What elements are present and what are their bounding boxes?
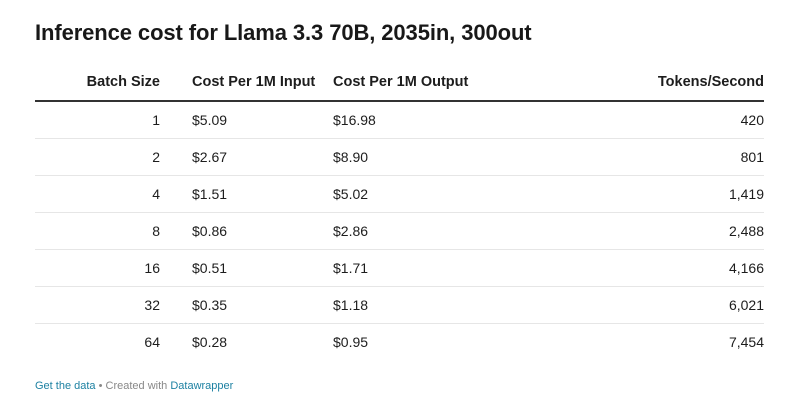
cell-cost-output: $5.02 [333,175,533,213]
cell-cost-output: $8.90 [333,138,533,176]
cell-cost-input: $0.86 [160,212,333,250]
datawrapper-link[interactable]: Datawrapper [170,380,234,392]
column-header-tokens-per-second[interactable]: Tokens/Second [533,64,764,102]
cell-tokens-per-second: 801 [533,138,764,176]
cell-batch-size: 32 [35,286,160,324]
cell-cost-output: $0.95 [333,334,369,350]
cell-cost-input: $0.28 [192,334,228,350]
column-header-cost-input[interactable]: Cost Per 1M Input [160,64,333,102]
cell-cost-output: $1.71 [333,249,533,287]
cell-cost-input: $0.51 [160,249,333,287]
cell-tokens-per-second: 7,454 [728,334,764,350]
cell-cost-input: $1.51 [160,175,333,213]
column-header-batch-size[interactable]: Batch Size [35,64,160,102]
cell-tokens-per-second: 6,021 [533,286,764,324]
footer-separator: • Created with [95,380,171,392]
cell-batch-size: 1 [35,101,160,139]
cell-batch-size: 8 [35,212,160,250]
get-the-data-link[interactable]: Get the data [35,380,96,392]
cell-cost-output: $16.98 [333,101,533,139]
cell-batch-size: 4 [35,175,160,213]
cell-cost-input: $0.35 [160,286,333,324]
cell-tokens-per-second: 420 [533,101,764,139]
table-row: 64 $0.28 $0.95 7,454 [35,324,764,361]
cell-batch-size: 64 [144,334,160,350]
column-header-cost-output[interactable]: Cost Per 1M Output [333,64,533,102]
cell-cost-output: $1.18 [333,286,533,324]
table-row: 2 $2.67 $8.90 801 [35,138,764,176]
table-row: 1 $5.09 $16.98 420 [35,101,764,139]
cell-cost-input: $2.67 [160,138,333,176]
cell-batch-size: 16 [35,249,160,287]
table-row: 8 $0.86 $2.86 2,488 [35,212,764,250]
table-row: 4 $1.51 $5.02 1,419 [35,175,764,213]
cell-tokens-per-second: 2,488 [533,212,764,250]
table-row: 16 $0.51 $1.71 4,166 [35,249,764,287]
chart-footer: Get the data • Created with Datawrapper [35,380,233,392]
table-body: 1 $5.09 $16.98 420 2 $2.67 $8.90 801 4 $… [35,101,764,360]
header-row: Batch Size Cost Per 1M Input Cost Per 1M… [35,64,764,102]
cell-tokens-per-second: 4,166 [533,249,764,287]
cell-batch-size: 2 [35,138,160,176]
data-table: Batch Size Cost Per 1M Input Cost Per 1M… [35,64,764,360]
cell-cost-input: $5.09 [160,101,333,139]
chart-title: Inference cost for Llama 3.3 70B, 2035in… [35,20,532,45]
table-row: 32 $0.35 $1.18 6,021 [35,286,764,324]
cell-cost-output: $2.86 [333,212,533,250]
cell-tokens-per-second: 1,419 [533,175,764,213]
